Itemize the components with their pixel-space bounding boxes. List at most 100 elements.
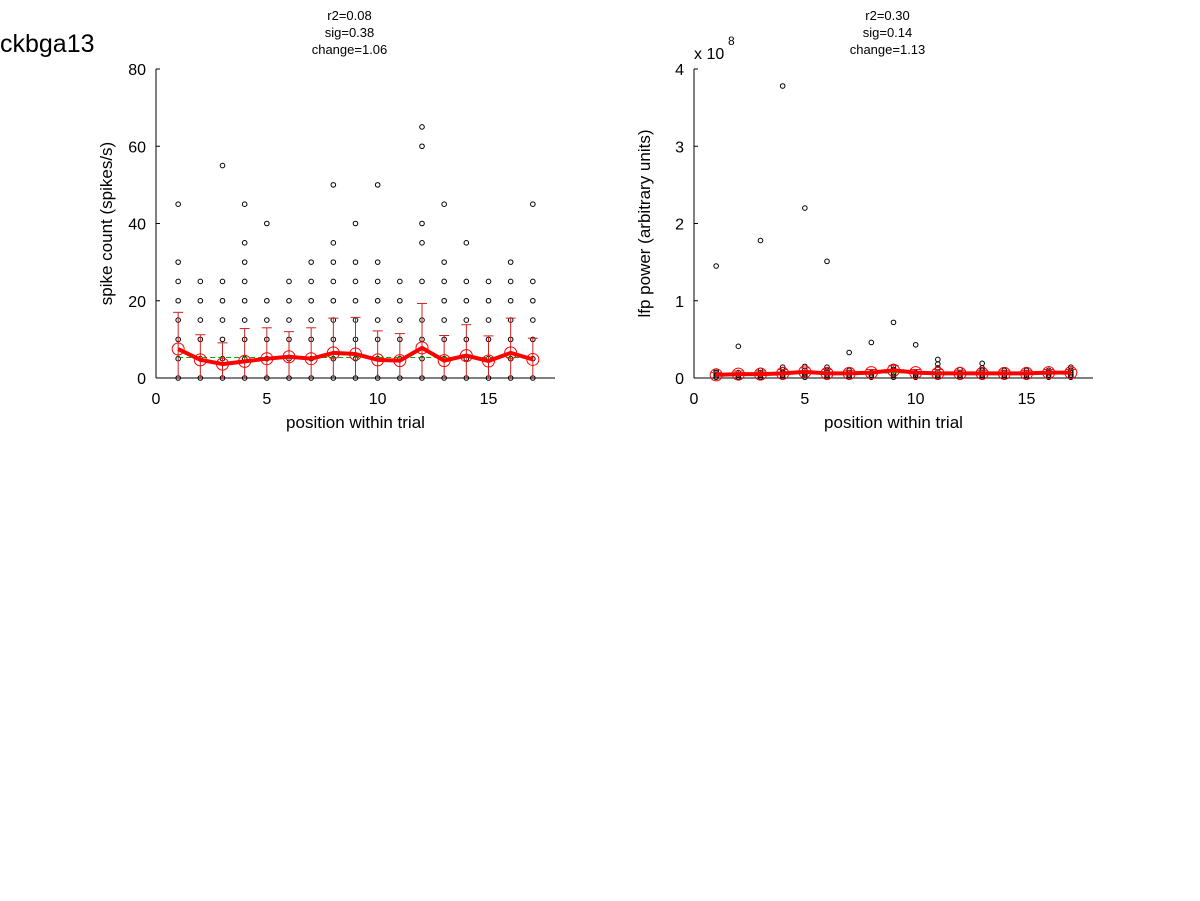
data-point	[463, 317, 470, 323]
data-point	[308, 259, 314, 265]
mean-marker	[326, 346, 340, 360]
mean-marker	[304, 352, 318, 366]
data-point	[935, 356, 941, 363]
data-point	[507, 297, 514, 304]
data-point	[374, 259, 381, 265]
data-point	[352, 259, 359, 265]
y-tick-label: 0	[137, 371, 146, 388]
data-point	[197, 278, 204, 285]
data-point	[846, 349, 852, 356]
data-point	[713, 263, 719, 269]
data-point	[330, 182, 337, 188]
data-point	[374, 317, 381, 323]
stats-line: r2=0.08	[327, 8, 371, 23]
y-tick-label: 0	[675, 371, 684, 388]
mean-marker	[260, 352, 274, 366]
data-point	[463, 278, 470, 285]
data-point	[530, 201, 536, 207]
data-point	[530, 297, 536, 304]
mean-marker	[953, 366, 967, 380]
mean-marker	[864, 366, 878, 380]
data-point	[397, 278, 403, 285]
x-tick-label: 15	[1018, 391, 1036, 408]
x-tick-label: 5	[800, 391, 809, 408]
mean-line	[716, 368, 1071, 377]
data-point	[241, 317, 248, 323]
stats-line: r2=0.30	[865, 8, 909, 23]
mean-marker	[171, 342, 185, 356]
mean-marker	[459, 349, 473, 363]
mean-marker	[931, 366, 945, 380]
data-point	[374, 182, 381, 188]
x-tick-label: 10	[369, 391, 387, 408]
data-point	[419, 143, 425, 150]
x-axis-label: position within trial	[286, 413, 425, 432]
data-point	[352, 297, 359, 304]
mean-marker	[1020, 366, 1033, 380]
data-point	[264, 317, 270, 323]
y-tick-label: 4	[675, 62, 684, 79]
data-point	[286, 317, 292, 323]
mean-marker	[709, 368, 723, 382]
y-tick-label: 60	[128, 139, 146, 156]
data-point	[397, 317, 403, 323]
stats-line: sig=0.14	[863, 25, 913, 40]
data-point	[463, 297, 470, 304]
data-point	[241, 297, 248, 304]
data-point	[330, 278, 337, 285]
data-point	[330, 297, 337, 304]
y-tick-label: 40	[128, 217, 146, 234]
mean-marker	[349, 347, 362, 361]
data-point	[979, 360, 985, 367]
data-point	[219, 336, 226, 343]
data-point	[463, 240, 470, 246]
x-tick-label: 10	[907, 391, 925, 408]
mean-marker	[909, 366, 923, 380]
x-axis-label: position within trial	[824, 413, 963, 432]
data-point	[308, 317, 314, 323]
page-title: ckbga13	[0, 30, 95, 58]
y-axis-label: lfp power (arbitrary units)	[635, 129, 654, 317]
data-point	[374, 278, 381, 285]
data-point	[419, 124, 425, 130]
data-point	[219, 162, 226, 169]
y-tick-label: 1	[675, 294, 684, 311]
data-point	[485, 297, 492, 304]
x-tick-label: 5	[262, 391, 271, 408]
mean-marker	[820, 366, 834, 380]
data-point	[264, 220, 270, 227]
mean-marker	[216, 357, 229, 371]
y-tick-label: 3	[675, 139, 684, 156]
mean-marker	[238, 354, 252, 368]
y-tick-label: 2	[675, 217, 684, 234]
data-point	[868, 339, 875, 346]
data-point	[530, 278, 536, 285]
data-point	[419, 240, 425, 246]
data-point	[441, 278, 447, 285]
data-point	[419, 278, 425, 285]
data-point	[757, 237, 764, 244]
data-point	[507, 259, 514, 265]
data-point	[330, 240, 337, 246]
mean-marker	[887, 363, 900, 377]
data-point	[308, 297, 314, 304]
y-tick-label: 80	[128, 62, 146, 79]
x-tick-label: 0	[690, 391, 699, 408]
x-tick-label: 0	[152, 391, 161, 408]
data-point	[175, 259, 181, 265]
stats-line: sig=0.38	[325, 25, 375, 40]
data-point	[241, 201, 248, 207]
data-point	[197, 317, 204, 323]
data-point	[441, 297, 447, 304]
exponent-power: 8	[728, 34, 735, 48]
mean-marker	[193, 353, 207, 367]
data-point	[419, 220, 425, 227]
data-point	[802, 205, 808, 211]
data-point	[286, 278, 292, 285]
stats-line: change=1.06	[312, 42, 388, 57]
data-point	[219, 278, 226, 285]
exponent-label: x 10	[694, 46, 724, 63]
x-tick-label: 15	[480, 391, 498, 408]
y-axis-label: spike count (spikes/s)	[97, 142, 116, 305]
